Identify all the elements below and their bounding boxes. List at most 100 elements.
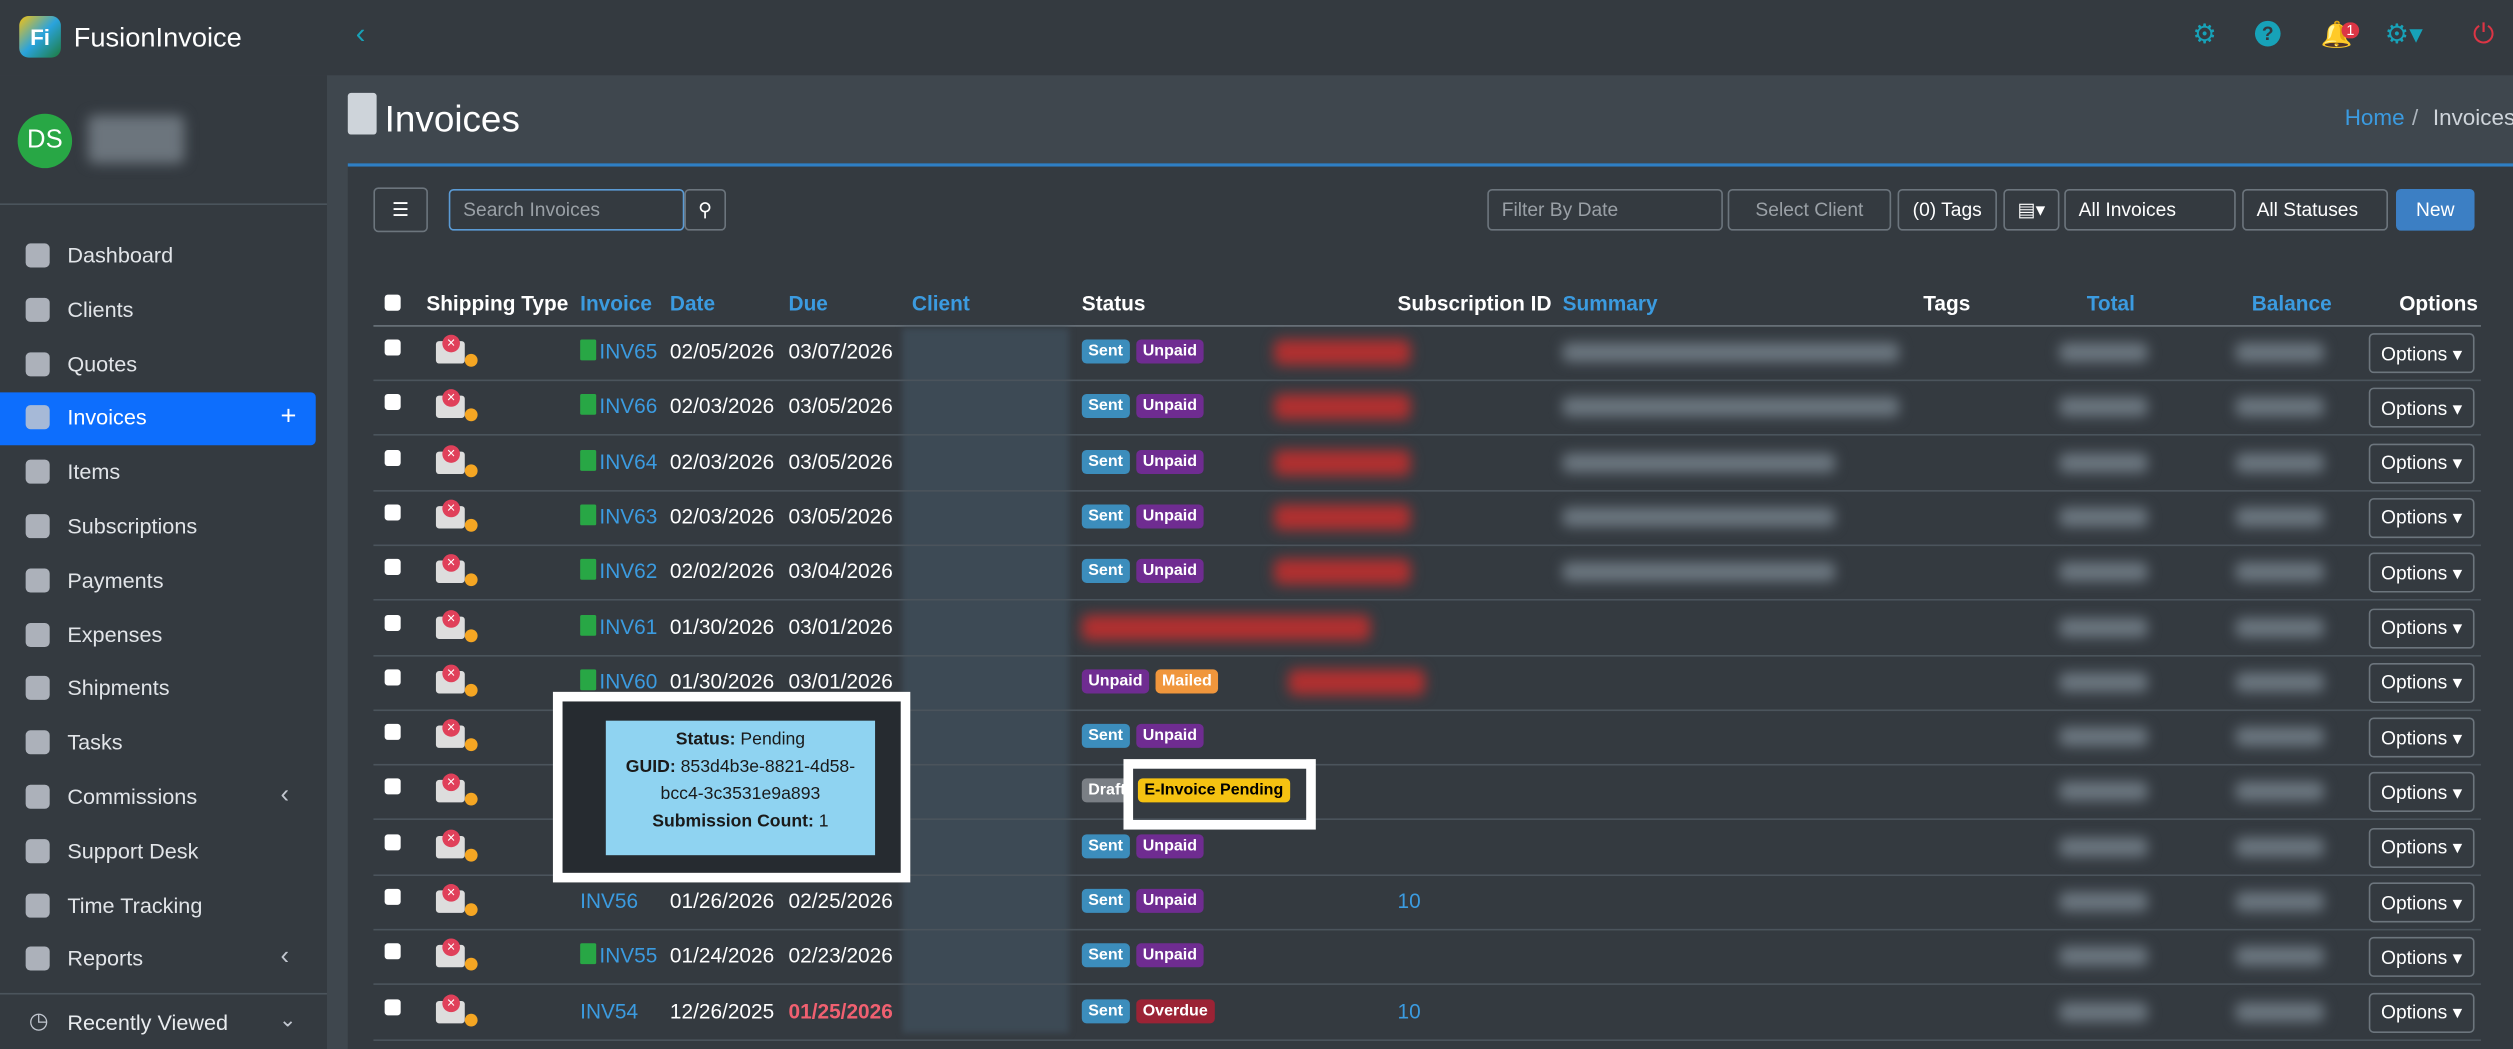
column-header[interactable]: Date	[669, 291, 716, 316]
nav-item[interactable]: Support Desk	[67, 838, 199, 863]
row-checkbox[interactable]	[384, 778, 401, 795]
nav-item[interactable]: Tasks	[67, 730, 123, 755]
new-button[interactable]: New	[2396, 188, 2475, 231]
invoice-link[interactable]: INV66	[599, 394, 658, 419]
options-button[interactable]: Options ▾	[2368, 497, 2475, 538]
invoice-link[interactable]: INV62	[599, 559, 658, 584]
row-checkbox[interactable]	[384, 943, 401, 960]
summary-blur	[1562, 507, 1836, 527]
tooltip-line: Submission Count: 1	[606, 809, 875, 836]
invoice-link[interactable]: INV65	[599, 339, 658, 364]
row-checkbox[interactable]	[384, 339, 401, 356]
invoice-link[interactable]: INV63	[599, 504, 658, 529]
options-button[interactable]: Options ▾	[2368, 772, 2475, 813]
nav-item[interactable]: Invoices	[67, 405, 147, 430]
status-blur	[1081, 614, 1371, 640]
nav-add[interactable]: +	[280, 401, 297, 432]
options-button[interactable]: Options ▾	[2368, 442, 2475, 484]
invoice-link[interactable]: INV54	[580, 998, 639, 1023]
nav-item[interactable]: Quotes	[67, 351, 138, 376]
nav-item[interactable]: Reports	[67, 947, 144, 972]
nav-item[interactable]: Subscriptions	[67, 514, 198, 539]
row-checkbox[interactable]	[384, 449, 401, 466]
row-checkbox[interactable]	[384, 559, 401, 576]
options-button[interactable]: Options ▾	[2368, 827, 2475, 868]
options-button[interactable]: Options ▾	[2368, 717, 2475, 758]
nav-item[interactable]: Shipments	[67, 676, 170, 701]
invoice-link[interactable]: INV56	[580, 888, 639, 913]
invoice-link[interactable]: INV55	[599, 943, 658, 968]
nav-item[interactable]: Expenses	[67, 622, 163, 647]
invoice-link[interactable]: INV60	[599, 669, 658, 694]
search-button[interactable]: ⚲	[684, 188, 727, 231]
options-button[interactable]: Options ▾	[2368, 992, 2475, 1033]
column-header[interactable]: Total	[2086, 291, 2135, 316]
invoice-link[interactable]: INV61	[599, 614, 658, 639]
recently-viewed[interactable]: Recently Viewed	[67, 1010, 229, 1035]
tooltip-label: Status:	[675, 730, 736, 750]
invoice-date: 02/03/2026	[669, 449, 775, 474]
options-button[interactable]: Options ▾	[2368, 552, 2475, 593]
total-blur	[2059, 1001, 2148, 1022]
shipping-icon: ×	[435, 334, 481, 370]
subscription-link[interactable]: 10	[1397, 888, 1421, 913]
print-button[interactable]: ▤▾	[2003, 188, 2060, 231]
row-checkbox[interactable]	[384, 724, 401, 741]
row-checkbox[interactable]	[384, 614, 401, 631]
help-icon[interactable]: ?	[2254, 20, 2281, 47]
nav-item[interactable]: Commissions	[67, 784, 198, 809]
header-checkbox	[384, 294, 401, 311]
nav-chevron: ‹	[280, 781, 290, 809]
options-button[interactable]: Options ▾	[2368, 388, 2475, 429]
nav-item[interactable]: Time Tracking	[67, 892, 203, 918]
highlight-box	[1123, 759, 1316, 830]
balance-blur	[2235, 727, 2324, 747]
tags-button[interactable]: (0) Tags	[1897, 188, 1997, 231]
invoice-date: 02/02/2026	[669, 559, 775, 584]
nav-icon	[25, 351, 50, 376]
options-button[interactable]: Options ▾	[2368, 607, 2475, 648]
column-header[interactable]: Summary	[1562, 291, 1658, 316]
nav-item[interactable]: Payments	[67, 568, 164, 593]
status-badge: Sent	[1081, 339, 1130, 364]
options-button[interactable]: Options ▾	[2368, 662, 2475, 703]
client-select[interactable]: Select Client	[1727, 188, 1892, 231]
user-settings[interactable]: ⚙▾	[2384, 19, 2423, 50]
settings-icon[interactable]: ⚙	[2192, 19, 2217, 50]
status-filter[interactable]: All Statuses	[2242, 188, 2388, 231]
row-checkbox[interactable]	[384, 504, 401, 521]
options-button[interactable]: Options ▾	[2368, 333, 2475, 374]
row-checkbox[interactable]	[384, 669, 401, 686]
invoice-filter[interactable]: All Invoices	[2064, 188, 2236, 231]
nav-icon	[25, 514, 50, 539]
nav-item[interactable]: Dashboard	[67, 243, 174, 268]
nav-item[interactable]: Clients	[67, 297, 134, 322]
row-checkbox[interactable]	[384, 998, 401, 1015]
status-badge: Sent	[1081, 504, 1130, 529]
column-header[interactable]: Due	[788, 291, 828, 316]
breadcrumb-separator: /	[2412, 104, 2419, 130]
chevron[interactable]: ⌄	[278, 1007, 297, 1032]
sidebar	[0, 75, 327, 1049]
logout[interactable]: ⏻	[2472, 19, 2495, 50]
row-checkbox[interactable]	[384, 394, 401, 411]
column-header[interactable]: Client	[911, 291, 970, 316]
status-badge: Sent	[1081, 943, 1130, 968]
column-header[interactable]: Balance	[2251, 291, 2332, 316]
row-checkbox[interactable]	[384, 833, 401, 850]
filter-toggle[interactable]: ☰	[373, 187, 428, 233]
options-button[interactable]: Options ▾	[2368, 937, 2475, 978]
breadcrumb-home[interactable]: Home	[2344, 104, 2405, 130]
subscription-link[interactable]: 10	[1397, 998, 1421, 1023]
search-input[interactable]: Search Invoices	[448, 188, 685, 231]
column-header[interactable]: Invoice	[580, 291, 652, 316]
invoice-link[interactable]: INV64	[599, 449, 658, 474]
options-button[interactable]: Options ▾	[2368, 882, 2475, 923]
collapse-toggle[interactable]: ‹	[355, 17, 366, 50]
date-filter[interactable]: Filter By Date	[1487, 188, 1723, 231]
total-blur	[2059, 946, 2148, 967]
nav-item[interactable]: Items	[67, 459, 121, 484]
total-blur	[2059, 782, 2148, 802]
status-badge: Unpaid	[1136, 394, 1204, 419]
row-checkbox[interactable]	[384, 888, 401, 905]
